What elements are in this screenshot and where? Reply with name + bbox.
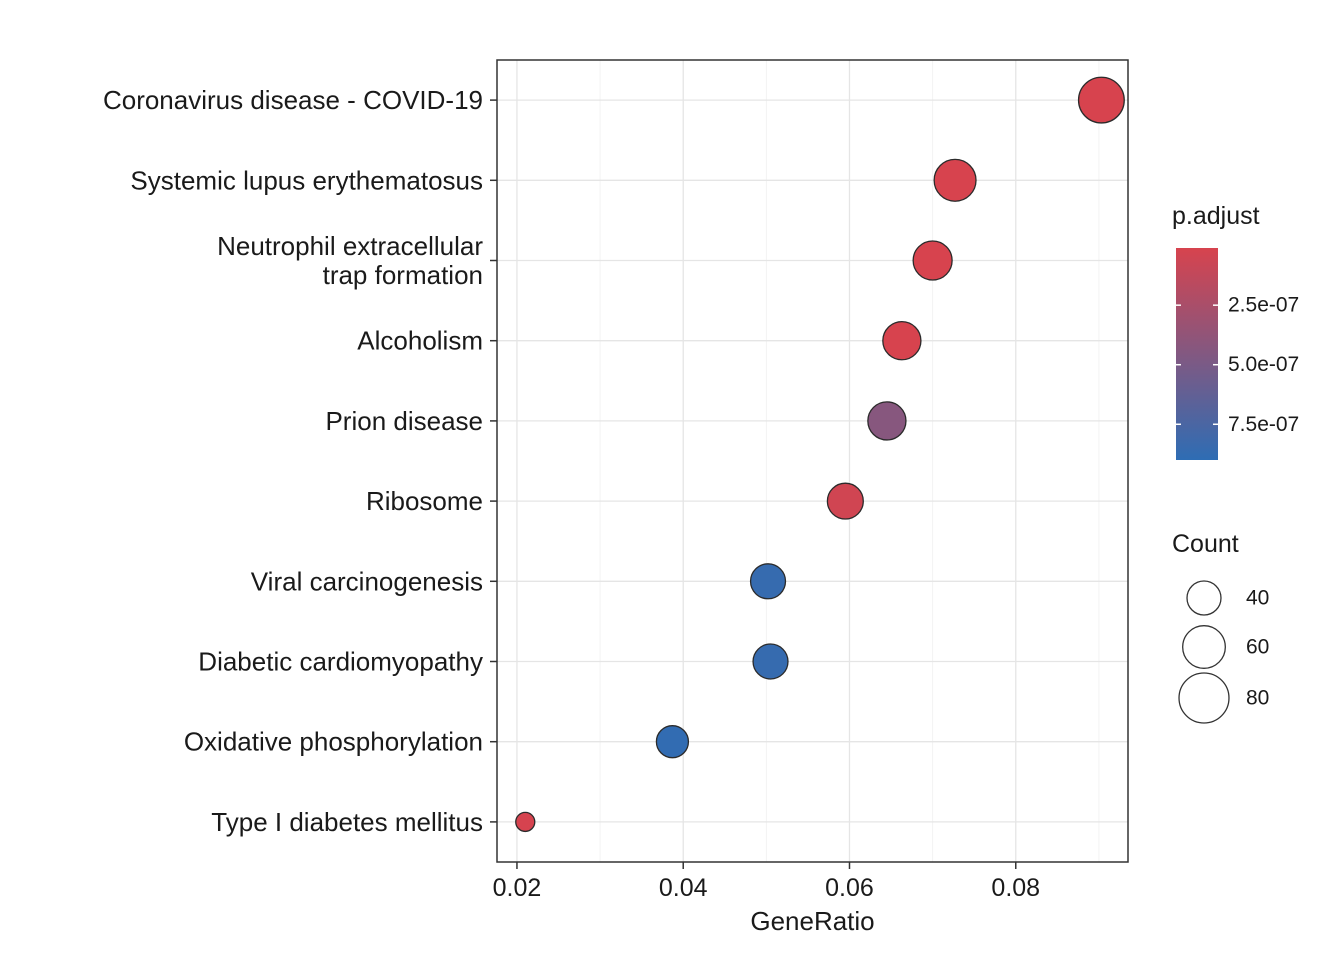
y-category-label: Coronavirus disease - COVID-19	[103, 85, 483, 115]
count-legend-label: 80	[1246, 687, 1269, 710]
data-point[interactable]	[655, 725, 690, 759]
count-legend-label: 60	[1246, 636, 1269, 659]
y-category-label: Ribosome	[366, 486, 483, 516]
x-axis-title: GeneRatio	[750, 906, 875, 936]
count-legend-circle	[1178, 672, 1230, 724]
data-point[interactable]	[752, 643, 789, 680]
count-legend-circle	[1182, 625, 1226, 669]
x-tick-label: 0.04	[659, 874, 708, 902]
panel-border	[496, 59, 1129, 863]
data-point[interactable]	[933, 158, 977, 202]
y-category-label: Alcoholism	[357, 326, 483, 356]
data-point[interactable]	[867, 401, 907, 441]
colorbar-tick-label: 5.0e-07	[1228, 353, 1299, 376]
p-adjust-colorbar	[1176, 248, 1218, 460]
data-point[interactable]	[912, 240, 953, 281]
y-category-label: trap formation	[323, 260, 483, 290]
data-point[interactable]	[826, 482, 864, 520]
plot-panel	[497, 60, 1128, 862]
data-point[interactable]	[1077, 76, 1125, 124]
x-tick-label: 0.06	[825, 874, 874, 902]
y-category-label: Diabetic cardiomyopathy	[198, 647, 483, 677]
x-tick-label: 0.08	[991, 874, 1040, 902]
data-point[interactable]	[515, 811, 536, 833]
y-category-label: Oxidative phosphorylation	[184, 727, 483, 757]
x-tick-label: 0.02	[493, 874, 542, 902]
data-point[interactable]	[749, 563, 787, 600]
p-adjust-legend-title: p.adjust	[1172, 202, 1260, 230]
colorbar-tick-label: 2.5e-07	[1228, 294, 1299, 317]
data-point[interactable]	[882, 321, 922, 361]
count-legend-label: 40	[1246, 587, 1269, 610]
y-category-label: Viral carcinogenesis	[251, 566, 483, 596]
count-legend-title: Count	[1172, 530, 1239, 558]
colorbar-tick-label: 7.5e-07	[1228, 413, 1299, 436]
count-legend-circle	[1186, 580, 1222, 616]
y-category-label: Prion disease	[325, 406, 483, 436]
y-category-label: Type I diabetes mellitus	[211, 807, 483, 837]
y-category-label: Systemic lupus erythematosus	[130, 165, 483, 195]
y-category-label: Neutrophil extracellular	[217, 231, 483, 261]
